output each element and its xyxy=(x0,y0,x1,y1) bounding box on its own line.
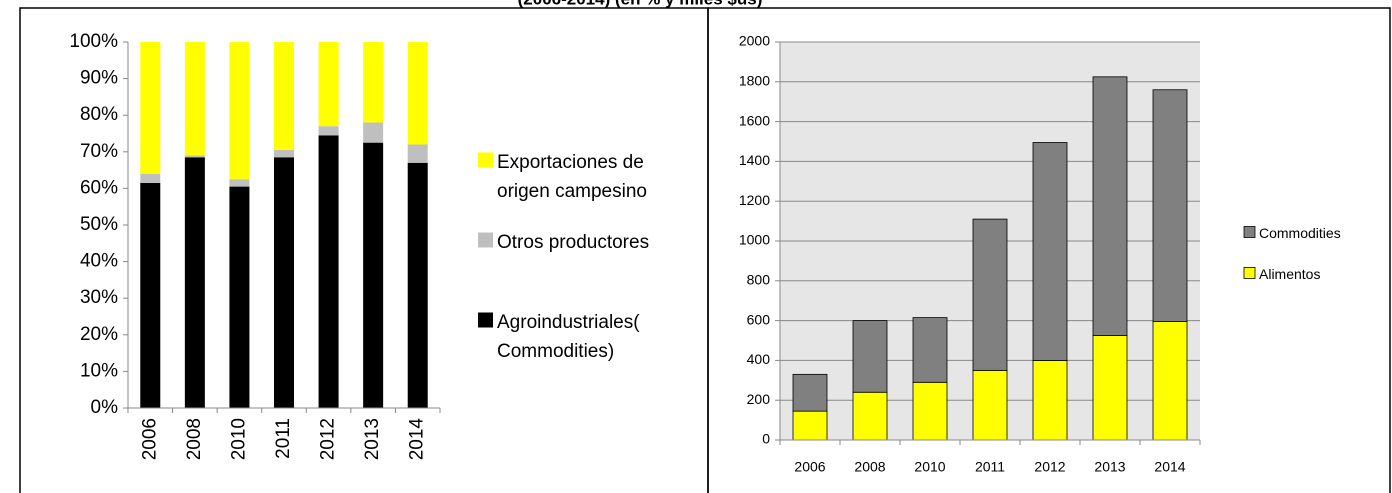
bar-segment xyxy=(1152,89,1188,322)
bar-segment xyxy=(363,142,384,408)
bar-segment xyxy=(274,157,294,408)
y-tick-label: 80% xyxy=(80,104,118,125)
x-tick-label: 2011 xyxy=(975,459,1005,475)
bar-segment xyxy=(1032,142,1068,361)
y-tick-label: 200 xyxy=(747,391,771,407)
y-tick-label: 10% xyxy=(80,360,118,381)
bar-segment xyxy=(318,42,339,127)
legend-swatch xyxy=(1243,267,1256,279)
bar-segment xyxy=(1032,359,1068,441)
title: (2006-2014) (en % y miles $us) xyxy=(518,0,763,8)
y-tick-label: 0 xyxy=(762,431,770,447)
y-tick-label: 600 xyxy=(747,311,771,327)
y-tick-label: 1800 xyxy=(739,73,770,89)
bar-segment xyxy=(274,149,294,158)
y-tick-label: 800 xyxy=(747,272,771,288)
x-tick-label: 2010 xyxy=(228,418,249,460)
y-tick-label: 20% xyxy=(80,324,118,345)
x-tick-label: 2011 xyxy=(273,418,294,459)
bar-segment xyxy=(1092,335,1128,441)
legend-swatch xyxy=(478,232,493,248)
y-tick-label: 50% xyxy=(80,214,118,235)
legend-label: Otros productores xyxy=(497,231,650,253)
legend-label: Exportaciones de origen campesino xyxy=(497,151,647,203)
legend-swatch xyxy=(478,312,493,328)
y-tick-label: 1600 xyxy=(739,112,770,128)
y-tick-label: 100% xyxy=(69,31,118,52)
y-tick-label: 1200 xyxy=(739,192,770,208)
x-tick-label: 2008 xyxy=(854,459,885,475)
bar-segment xyxy=(912,381,948,441)
bar-segment xyxy=(318,126,339,136)
legend-label: Alimentos xyxy=(1259,265,1321,282)
y-tick-label: 90% xyxy=(80,68,118,89)
y-tick-label: 1000 xyxy=(739,232,770,248)
bar-segment xyxy=(792,410,828,441)
bar-segment xyxy=(140,182,161,408)
y-tick-label: 0% xyxy=(91,397,119,418)
y-tick-label: 60% xyxy=(80,177,118,198)
bar-segment xyxy=(972,218,1008,371)
bar-segment xyxy=(407,42,428,145)
bar-segment xyxy=(363,42,384,123)
x-tick-label: 2013 xyxy=(362,418,383,460)
y-tick-label: 30% xyxy=(80,287,118,308)
bar-segment xyxy=(140,173,161,183)
bar-segment xyxy=(1152,321,1188,441)
x-tick-label: 2014 xyxy=(407,418,428,461)
bar-segment xyxy=(363,122,384,143)
bar-segment xyxy=(184,157,205,408)
x-tick-label: 2010 xyxy=(914,459,945,475)
legend-label: Commodities xyxy=(1259,224,1341,241)
y-tick-label: 2000 xyxy=(739,33,770,49)
bar-segment xyxy=(184,42,205,156)
bar-segment xyxy=(229,186,250,408)
x-tick-label: 2008 xyxy=(184,418,205,460)
bar-segment xyxy=(407,162,428,408)
bar-segment xyxy=(229,42,250,180)
y-tick-label: 40% xyxy=(80,251,118,272)
x-tick-label: 2013 xyxy=(1094,459,1125,475)
bar-segment xyxy=(407,144,428,163)
bar-segment xyxy=(184,155,205,158)
legend-swatch xyxy=(1243,226,1256,238)
bar-segment xyxy=(140,42,161,174)
y-tick-label: 1400 xyxy=(739,152,770,168)
bar-segment xyxy=(1092,76,1128,336)
bar-segment xyxy=(792,373,828,412)
x-tick-label: 2012 xyxy=(318,418,339,460)
y-tick-label: 400 xyxy=(747,351,771,367)
x-tick-label: 2006 xyxy=(139,418,160,460)
legend-label: Agroindustriales( Commodities) xyxy=(497,311,640,363)
bar-segment xyxy=(318,135,339,408)
bar-segment xyxy=(912,317,948,383)
x-tick-label: 2012 xyxy=(1034,459,1065,475)
bar-segment xyxy=(852,391,888,441)
x-tick-label: 2014 xyxy=(1154,459,1185,475)
bar-segment xyxy=(229,179,250,187)
bar-segment xyxy=(972,369,1008,441)
x-tick-label: 2006 xyxy=(794,459,825,475)
legend-swatch xyxy=(478,152,493,168)
bar-segment xyxy=(852,320,888,393)
y-tick-label: 70% xyxy=(80,141,118,162)
right-frame xyxy=(707,7,1391,493)
bar-segment xyxy=(274,42,294,150)
